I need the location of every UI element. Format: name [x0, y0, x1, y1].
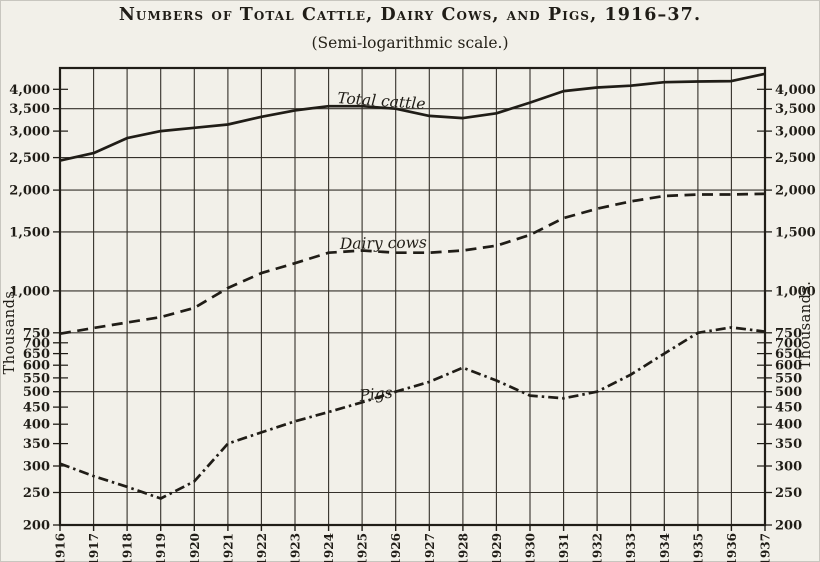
y-tick-label-left: 500 [23, 385, 50, 400]
y-tick-label-right: 550 [775, 371, 802, 386]
x-tick-label: 1932 [591, 533, 605, 562]
y-tick-label-left: 750 [23, 326, 50, 341]
x-tick-label: 1934 [658, 533, 672, 562]
y-tick-label-left: 350 [23, 437, 50, 452]
series-label-dairy-cows: Dairy cows [339, 233, 427, 253]
y-tick-label-left: 1,500 [9, 225, 50, 240]
y-tick-label-right: 350 [775, 437, 802, 452]
y-tick-label-left: 600 [23, 359, 50, 374]
y-tick-label-right: 600 [775, 359, 802, 374]
series-label-total-cattle: Total cattle [337, 89, 426, 113]
x-tick-label: 1931 [557, 533, 571, 562]
y-tick-label-right: 3,500 [775, 102, 816, 117]
y-tick-label-right: 2,000 [775, 184, 816, 199]
y-tick-label-right: 400 [775, 418, 802, 433]
y-tick-label-right: 500 [775, 385, 802, 400]
y-tick-label-right: 650 [775, 347, 802, 362]
y-tick-label-left: 400 [23, 418, 50, 433]
x-tick-label: 1937 [759, 533, 773, 562]
plot-frame [58, 66, 767, 527]
x-tick-label: 1920 [188, 533, 202, 562]
x-tick-label: 1929 [490, 533, 504, 562]
chart-subtitle: (Semi-logarithmic scale.) [311, 34, 509, 52]
x-tick-label: 1922 [255, 533, 269, 562]
y-tick-label-right: 300 [775, 460, 802, 475]
y-tick-label-left: 1,000 [9, 284, 50, 299]
x-tick-label: 1923 [289, 533, 303, 562]
y-tick-label-right: 3,000 [775, 125, 816, 140]
x-tick-label: 1919 [154, 533, 168, 562]
y-tick-label-right: 4,000 [775, 83, 816, 98]
series-label-pigs: Pigs [358, 384, 394, 405]
x-tick-label: 1926 [389, 533, 403, 562]
x-tick-label: 1925 [356, 533, 370, 562]
chart-title: Numbers of Total Cattle, Dairy Cows, and… [118, 5, 702, 25]
y-tick-label-left: 3,500 [9, 102, 50, 117]
y-tick-label-right: 2,500 [775, 151, 816, 166]
series-line-pigs [59, 326, 766, 500]
y-tick-label-left: 2,000 [9, 184, 50, 199]
series-line-dairy-cows [59, 192, 766, 336]
x-tick-label: 1930 [524, 533, 538, 562]
y-tick-label-left: 650 [23, 347, 50, 362]
x-tick-label: 1924 [322, 533, 336, 562]
y-tick-label-left: 550 [23, 371, 50, 386]
y-tick-label-left: 200 [23, 519, 50, 534]
x-tick-label: 1917 [87, 533, 101, 562]
x-tick-label: 1928 [456, 533, 470, 562]
y-tick-label-left: 2,500 [9, 151, 50, 166]
y-tick-label-left: 3,000 [9, 125, 50, 140]
x-tick-label: 1918 [121, 533, 135, 562]
x-tick-label: 1921 [221, 533, 235, 562]
y-tick-label-right: 700 [775, 336, 802, 351]
y-tick-label-left: 4,000 [9, 83, 50, 98]
y-tick-label-right: 450 [775, 401, 802, 416]
y-tick-label-left: 300 [23, 460, 50, 475]
y-axis-title-left: Thousands. [2, 286, 18, 375]
y-tick-label-right: 200 [775, 519, 802, 534]
y-tick-label-left: 700 [23, 336, 50, 351]
y-tick-label-right: 1,500 [775, 225, 816, 240]
x-tick-label: 1916 [54, 533, 68, 562]
y-tick-label-right: 1,000 [775, 284, 816, 299]
series-line-total-cattle [59, 72, 766, 162]
y-tick-label-left: 250 [23, 486, 50, 501]
x-tick-label: 1927 [423, 533, 437, 562]
y-tick-label-left: 450 [23, 401, 50, 416]
x-tick-label: 1935 [691, 533, 705, 562]
y-tick-label-right: 250 [775, 486, 802, 501]
x-tick-label: 1933 [624, 533, 638, 562]
y-axis-title-right: Thousands. [798, 281, 814, 370]
x-tick-label: 1936 [725, 533, 739, 562]
y-tick-label-right: 750 [775, 326, 802, 341]
